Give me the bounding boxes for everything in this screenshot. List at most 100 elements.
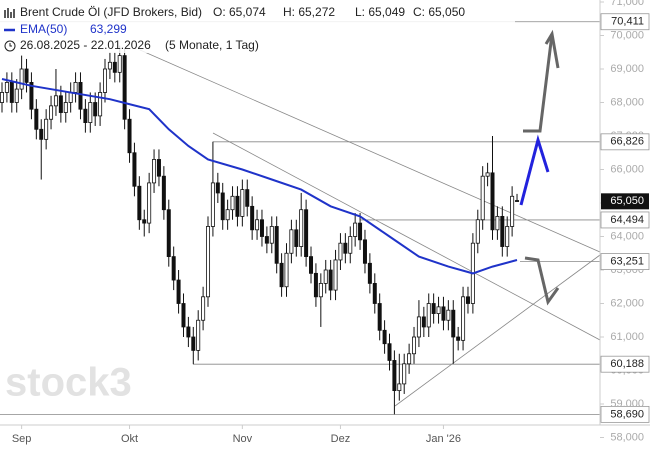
axis-labels: 58,00059,00060,00061,00062,00063,00064,0… [12,0,650,445]
x-tick-label: Okt [121,433,138,445]
period: (5 Monate, 1 Tag) [165,38,259,52]
candle-body [103,68,108,93]
candle-body [161,175,166,211]
candle-body [88,102,93,124]
candle-body [490,172,495,231]
date-range: 26.08.2025 - 22.01.2026 [20,38,151,52]
candle-body [191,336,196,351]
candle-body [196,319,201,351]
candle-body [451,309,456,338]
level-label-box [600,253,650,270]
candle-body [53,95,58,107]
candle-body [436,306,441,314]
candle-body [83,108,88,123]
candle-body [515,200,520,202]
y-tick-label: 66,000 [610,163,644,175]
candle-body [475,219,480,244]
current-label-box [601,193,649,210]
candle-body [245,189,250,207]
candle-body [206,226,211,298]
candle-body [49,105,54,120]
candle-body [446,309,451,321]
candle-body [201,296,206,321]
candle-body [147,182,152,224]
candle-body [186,326,191,338]
candle-body [9,82,14,103]
y-tick-label: 70,000 [610,29,644,41]
candle-body [284,252,289,288]
x-tick-label: Nov [233,433,253,445]
candle-body [269,226,274,244]
level-label: 70,411 [611,16,644,28]
candle-body [294,229,299,247]
candle-body [362,239,367,264]
candle-body [279,262,284,288]
candle-body [122,55,127,120]
y-tick-label: 71,000 [610,0,644,8]
candle-body [426,303,431,328]
y-tick-label: 61,000 [610,331,644,343]
candle-body [333,259,338,291]
arrows [519,29,560,306]
clock-icon [4,40,16,52]
candle-body [495,215,500,231]
trend-line [212,132,601,341]
candle-body [78,82,83,110]
candle-body [14,88,19,103]
arrow-up-gray [523,33,554,133]
candle-body [68,92,73,103]
candle-body [500,215,505,247]
ohlc: C: 65,050 [413,5,465,19]
trend-line [394,254,601,407]
candle-body [407,353,412,365]
candle-body [372,282,377,304]
candle-body [264,236,269,244]
candle-body [299,209,304,247]
candle-body [255,219,260,231]
header-bg [0,3,515,53]
candle-body [250,205,255,231]
ema-line [1,78,518,275]
candle-body [387,343,392,361]
candle-body [171,256,176,281]
level-label-box [600,133,650,151]
arrow-down-gray [524,256,560,306]
watermark: stock3 [5,361,132,405]
candle-body [431,303,436,314]
candle-body [166,209,171,257]
clock-hand [9,43,12,47]
indicator-value: 63,299 [90,22,127,36]
level-label-box [600,405,650,423]
y-tick-label: 62,000 [610,297,644,309]
level-label: 60,188 [610,358,644,370]
candle-body [137,185,142,221]
candle-body [510,195,515,227]
trend-lines [139,49,601,407]
candle-body [377,303,382,331]
y-tick-label: 64,000 [610,230,644,242]
plot [0,45,520,415]
candle-body [461,296,466,341]
candle-body [73,82,78,93]
header: Brent Crude Öl (JFD Brokers, Bid) O: 65,… [0,3,515,53]
candle-body [480,175,485,221]
candle-body [456,336,461,341]
ohlc: O: 65,074 [213,5,266,19]
level-label: 63,251 [610,255,644,267]
level-label: 66,826 [610,136,644,148]
trend-line [139,49,601,253]
level-label-box [600,211,650,229]
candle-body [485,172,490,177]
candle-body [117,55,122,73]
candle-body [274,226,279,264]
candle-body [112,61,117,73]
x-tick-label: Dez [331,433,351,445]
arrow-head [544,29,560,69]
candle-body [127,118,132,154]
candle-body [259,219,264,237]
candle-body [397,383,402,391]
candle-body [156,159,161,177]
current-label: 65,050 [610,195,644,207]
ohlc: L: 65,049 [355,5,405,19]
